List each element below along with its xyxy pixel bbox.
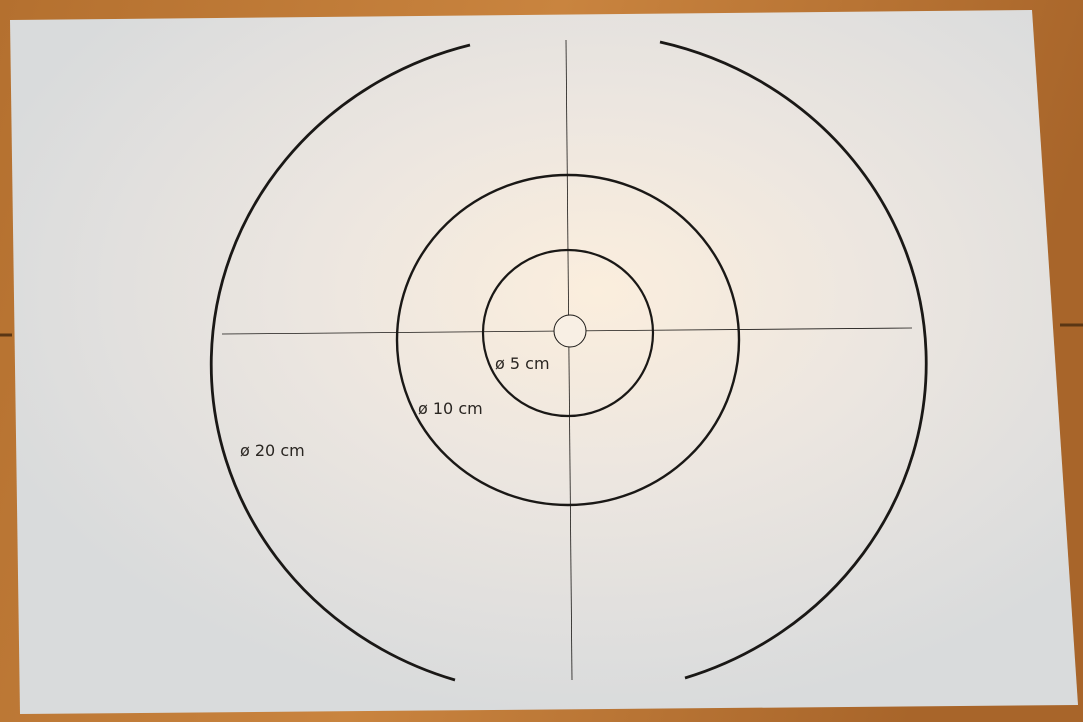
circle-10cm [395, 173, 741, 507]
label-20cm: ø 20 cm [240, 441, 305, 460]
paper-sheet [10, 10, 1078, 714]
label-10cm: ø 10 cm [418, 399, 483, 418]
target-drawing [209, 39, 928, 682]
circle-20cm-right-arc [659, 40, 928, 680]
vertical-axis [565, 39, 573, 681]
center-circle [553, 314, 587, 348]
circle-5cm [481, 248, 655, 418]
circle-20cm-left-arc [209, 43, 471, 682]
label-5cm: ø 5 cm [495, 354, 550, 373]
